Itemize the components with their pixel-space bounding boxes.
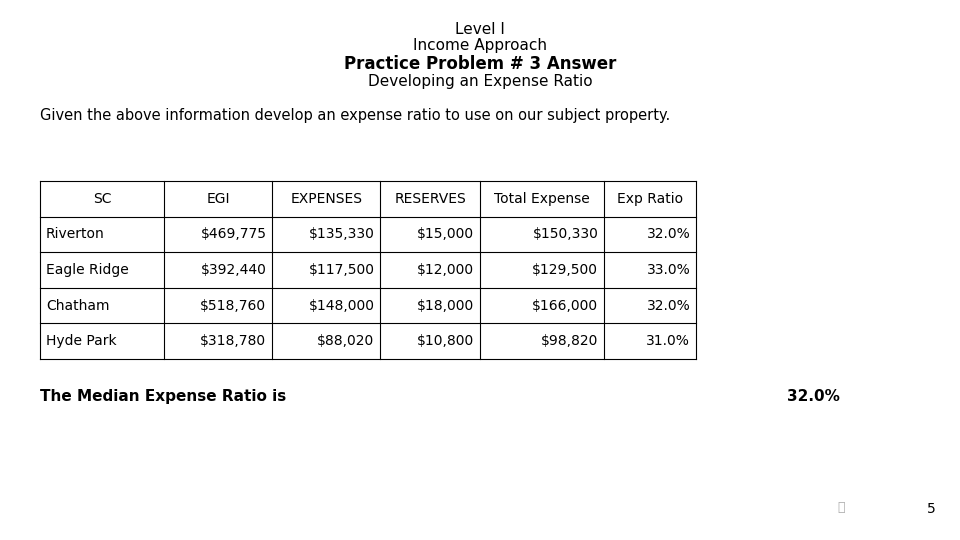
Text: 🔈: 🔈 — [837, 501, 845, 514]
Text: $518,760: $518,760 — [201, 299, 267, 313]
Text: Developing an Expense Ratio: Developing an Expense Ratio — [368, 74, 592, 89]
Text: $12,000: $12,000 — [418, 263, 474, 277]
Text: Riverton: Riverton — [46, 227, 105, 241]
Text: Eagle Ridge: Eagle Ridge — [46, 263, 129, 277]
Text: 31.0%: 31.0% — [646, 334, 690, 348]
Text: EGI: EGI — [206, 192, 230, 206]
Text: EXPENSES: EXPENSES — [290, 192, 362, 206]
Text: $98,820: $98,820 — [540, 334, 598, 348]
Text: $135,330: $135,330 — [308, 227, 374, 241]
Text: 32.0%: 32.0% — [646, 227, 690, 241]
Text: $10,800: $10,800 — [418, 334, 474, 348]
Text: $129,500: $129,500 — [533, 263, 598, 277]
Text: $318,780: $318,780 — [201, 334, 267, 348]
Text: Level I: Level I — [455, 22, 505, 37]
Text: $166,000: $166,000 — [532, 299, 598, 313]
Text: $469,775: $469,775 — [201, 227, 267, 241]
Text: 32.0%: 32.0% — [646, 299, 690, 313]
Text: Exp Ratio: Exp Ratio — [617, 192, 684, 206]
Text: $88,020: $88,020 — [317, 334, 374, 348]
Text: 33.0%: 33.0% — [646, 263, 690, 277]
Text: Income Approach: Income Approach — [413, 38, 547, 53]
Text: Practice Problem # 3 Answer: Practice Problem # 3 Answer — [344, 55, 616, 73]
Text: Given the above information develop an expense ratio to use on our subject prope: Given the above information develop an e… — [40, 108, 671, 123]
Text: The Median Expense Ratio is: The Median Expense Ratio is — [40, 389, 287, 404]
Text: RESERVES: RESERVES — [395, 192, 466, 206]
Text: 5: 5 — [927, 502, 936, 516]
Text: $18,000: $18,000 — [418, 299, 474, 313]
Text: $392,440: $392,440 — [201, 263, 267, 277]
Text: Total Expense: Total Expense — [494, 192, 590, 206]
Text: $15,000: $15,000 — [418, 227, 474, 241]
Text: $117,500: $117,500 — [308, 263, 374, 277]
Text: $148,000: $148,000 — [308, 299, 374, 313]
Text: SC: SC — [93, 192, 111, 206]
Text: Hyde Park: Hyde Park — [46, 334, 117, 348]
Text: Chatham: Chatham — [46, 299, 109, 313]
Text: $150,330: $150,330 — [533, 227, 598, 241]
Text: 32.0%: 32.0% — [787, 389, 840, 404]
